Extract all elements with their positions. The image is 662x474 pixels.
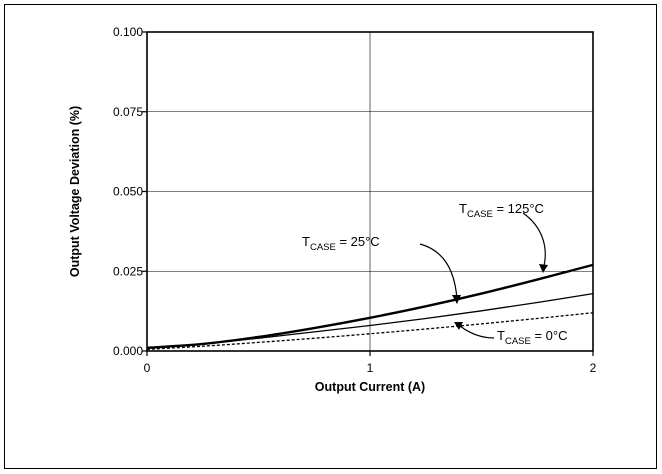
series-label-125c-sub: CASE (467, 209, 493, 220)
arrowhead-25c (452, 295, 461, 304)
series-label-25c: TCASE = 25°C (302, 234, 380, 253)
x-tick-label: 0 (144, 361, 151, 375)
series-line-0c (146, 312, 594, 351)
tick-marks (142, 31, 594, 356)
series-label-25c-sub: CASE (310, 242, 336, 253)
arrow-125c (522, 212, 546, 271)
y-tick-label: 0.050 (113, 185, 143, 199)
annotations: TCASE = 125°C TCASE = 25°C TCASE = 0°C (302, 201, 567, 347)
y-tick-label: 0.100 (113, 25, 143, 39)
arrow-25c (419, 243, 458, 301)
arrow-0c (459, 325, 495, 339)
gridlines (147, 32, 593, 351)
y-tick-label: 0.025 (113, 264, 143, 278)
x-axis-label: Output Current (A) (315, 380, 425, 394)
y-axis-label: Output Voltage Deviation (%) (68, 106, 82, 277)
tick-labels: 0.000 0.025 0.050 0.075 0.100 0 1 2 (113, 25, 597, 375)
series-label-125c: TCASE = 125°C (459, 201, 544, 220)
x-tick-label: 1 (367, 361, 374, 375)
series-label-0c-sub: CASE (505, 336, 531, 347)
series-label-0c-main: T (497, 328, 505, 343)
arrowhead-0c (454, 322, 463, 330)
y-tick-label: 0.000 (113, 344, 143, 358)
y-tick-label: 0.075 (113, 105, 143, 119)
figure-frame (4, 4, 657, 469)
series-label-0c: TCASE = 0°C (497, 328, 567, 347)
series-label-25c-rest: = 25°C (336, 234, 380, 249)
series-label-125c-main: T (459, 201, 467, 216)
series-label-25c-main: T (302, 234, 310, 249)
x-tick-label: 2 (590, 361, 597, 375)
series-group (146, 263, 594, 351)
series-label-0c-rest: = 0°C (531, 328, 568, 343)
series-label-125c-rest: = 125°C (493, 201, 544, 216)
series-line-25c (146, 292, 594, 350)
arrowhead-125c (539, 264, 548, 273)
